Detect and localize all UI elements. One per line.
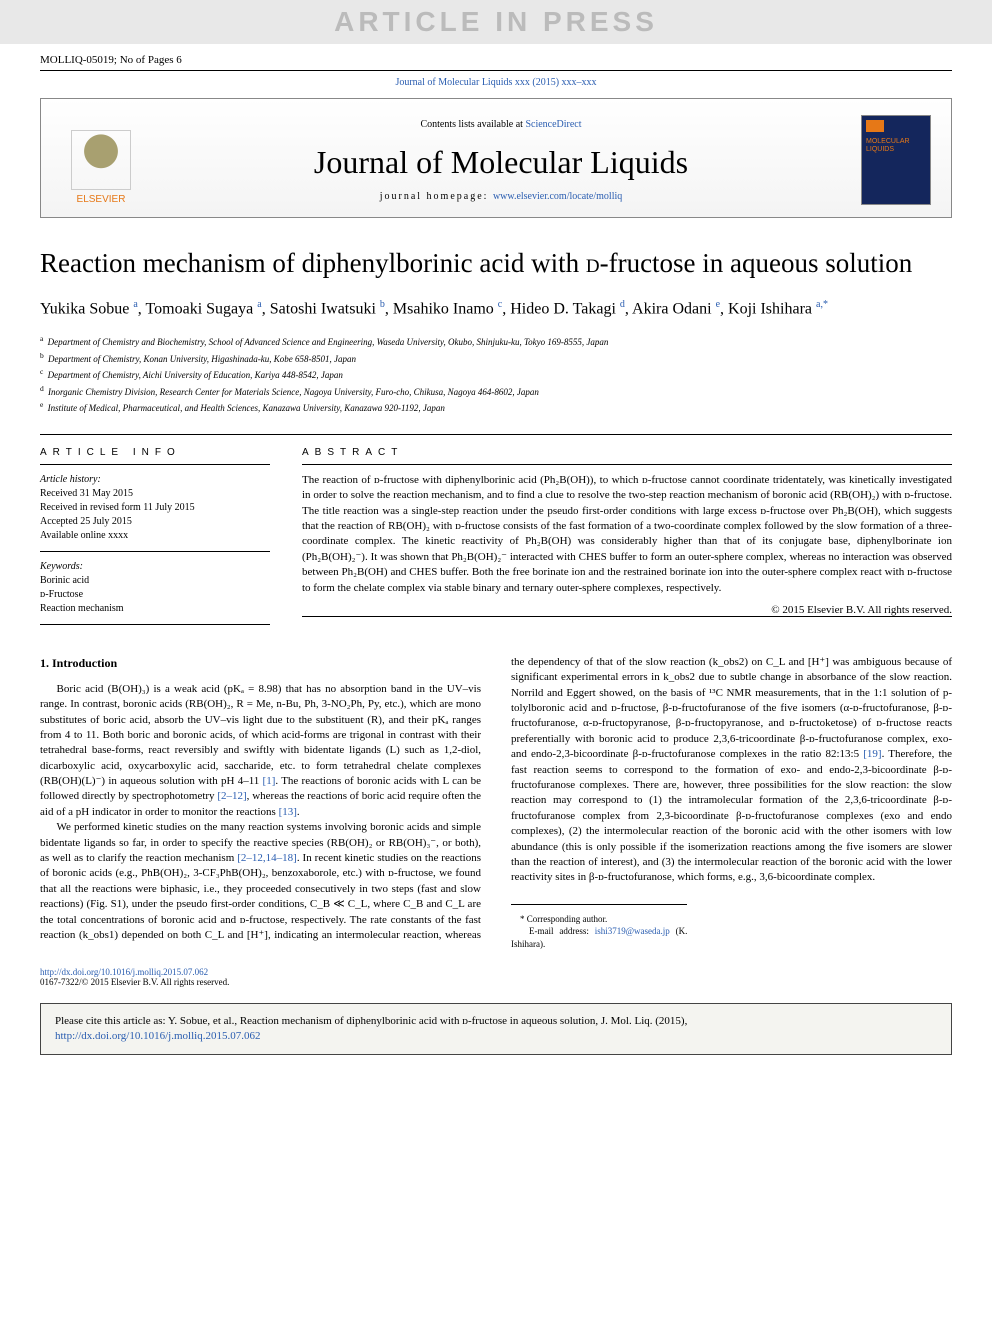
revised-date: Received in revised form 11 July 2015	[40, 501, 270, 515]
doi-link[interactable]: http://dx.doi.org/10.1016/j.molliq.2015.…	[40, 967, 208, 977]
title-part2: -fructose in aqueous solution	[600, 248, 913, 278]
rule	[302, 616, 952, 617]
citebox-text: Please cite this article as: Y. Sobue, e…	[55, 1015, 687, 1027]
homepage-prefix: journal homepage:	[380, 191, 493, 202]
author-list: Yukika Sobue a, Tomoaki Sugaya a, Satosh…	[40, 297, 952, 321]
journal-homepage-link[interactable]: www.elsevier.com/locate/molliq	[493, 191, 622, 202]
cover-text: MOLECULAR LIQUIDS	[866, 138, 926, 153]
elsevier-logo: ELSEVIER	[61, 115, 141, 205]
copyright-line: © 2015 Elsevier B.V. All rights reserved…	[302, 604, 952, 616]
rule	[40, 624, 270, 625]
footnote-star: * Corresponding author.	[511, 913, 687, 926]
citation-box: Please cite this article as: Y. Sobue, e…	[40, 1003, 952, 1056]
intro-paragraph-1: Boric acid (B(OH)₃) is a weak acid (pKₐ …	[40, 682, 481, 821]
journal-masthead: ELSEVIER Contents lists available at Sci…	[40, 98, 952, 218]
contents-available-line: Contents lists available at ScienceDirec…	[165, 119, 837, 130]
online-date: Available online xxxx	[40, 529, 270, 543]
history-label: Article history:	[40, 473, 270, 487]
article-title: Reaction mechanism of diphenylborinic ac…	[40, 246, 952, 281]
title-part1: Reaction mechanism of diphenylborinic ac…	[40, 248, 586, 278]
email-label: E-mail address:	[529, 926, 595, 936]
ref-link-19[interactable]: [19]	[863, 748, 881, 760]
abstract-label: abstract	[302, 441, 952, 464]
doi-block: http://dx.doi.org/10.1016/j.molliq.2015.…	[0, 951, 992, 1003]
ref-link-1[interactable]: [1]	[263, 775, 276, 787]
p2c: . Therefore, the fast reaction seems to …	[511, 748, 952, 883]
main-body-columns: 1. Introduction Boric acid (B(OH)₃) is a…	[40, 655, 952, 951]
journal-name: Journal of Molecular Liquids	[165, 144, 837, 181]
citebox-doi-link[interactable]: http://dx.doi.org/10.1016/j.molliq.2015.…	[55, 1030, 260, 1042]
abstract-text: The reaction of ᴅ-fructose with diphenyl…	[302, 465, 952, 604]
journal-reference-line: Journal of Molecular Liquids xxx (2015) …	[0, 71, 992, 94]
journal-homepage-line: journal homepage: www.elsevier.com/locat…	[165, 191, 837, 202]
affiliations: a Department of Chemistry and Biochemist…	[40, 333, 952, 416]
elsevier-tree-icon	[71, 130, 131, 190]
masthead-center: Contents lists available at ScienceDirec…	[165, 119, 837, 202]
section-heading-introduction: 1. Introduction	[40, 655, 481, 672]
keywords-list: Borinic acidᴅ-FructoseReaction mechanism	[40, 574, 270, 616]
p1d: .	[297, 806, 300, 818]
keywords-block: Keywords: Borinic acidᴅ-FructoseReaction…	[40, 552, 270, 624]
article-in-press-banner: ARTICLE IN PRESS	[0, 0, 992, 44]
corresponding-author-footnote: * Corresponding author. E-mail address: …	[511, 904, 687, 951]
abstract-column: abstract The reaction of ᴅ-fructose with…	[302, 441, 952, 625]
corresponding-email-link[interactable]: ishi3719@waseda.jp	[595, 926, 670, 936]
contents-prefix: Contents lists available at	[420, 119, 525, 130]
ref-link-13[interactable]: [13]	[279, 806, 297, 818]
keywords-label: Keywords:	[40, 560, 270, 574]
title-smallcap-d: d	[586, 248, 600, 278]
article-history: Article history: Received 31 May 2015 Re…	[40, 465, 270, 551]
received-date: Received 31 May 2015	[40, 487, 270, 501]
rule	[40, 434, 952, 435]
article-info-column: article info Article history: Received 3…	[40, 441, 270, 625]
ref-link-2-12-14-18[interactable]: [2–12,14–18]	[237, 852, 297, 864]
ref-link-2-12[interactable]: [2–12]	[217, 790, 246, 802]
accepted-date: Accepted 25 July 2015	[40, 515, 270, 529]
journal-cover-thumbnail: MOLECULAR LIQUIDS	[861, 115, 931, 205]
sciencedirect-link[interactable]: ScienceDirect	[525, 119, 581, 130]
article-info-label: article info	[40, 441, 270, 464]
footnote-email-line: E-mail address: ishi3719@waseda.jp (K. I…	[511, 925, 687, 950]
p1a: Boric acid (B(OH)₃) is a weak acid (pKₐ …	[40, 683, 481, 787]
article-id: MOLLIQ-05019; No of Pages 6	[0, 44, 992, 70]
cover-accent	[866, 120, 884, 132]
elsevier-label: ELSEVIER	[77, 194, 126, 205]
doi-copyright: 0167-7322/© 2015 Elsevier B.V. All right…	[40, 977, 229, 987]
